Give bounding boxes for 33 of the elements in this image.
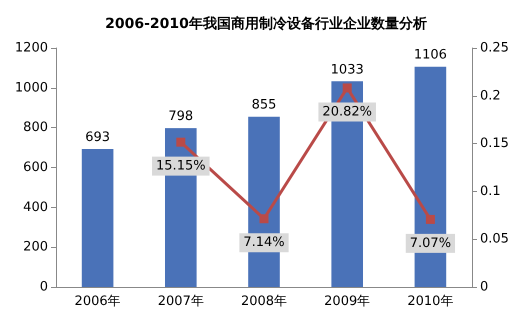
data-label: 693: [85, 130, 110, 145]
y2-tick-label: 0.05: [480, 232, 509, 247]
x-tick-label: 2009年: [324, 294, 370, 309]
data-label: 7.07%: [410, 236, 452, 251]
data-label: 855: [252, 98, 276, 113]
chart-title: 2006-2010年我国商用制冷设备行业企业数量分析: [105, 15, 427, 32]
y2-tick-label: 0.1: [480, 184, 501, 199]
y-tick-label: 800: [23, 120, 48, 136]
y2-tick-label: 0: [480, 280, 488, 294]
point: [426, 214, 435, 224]
y-tick-label: 1200: [14, 40, 48, 56]
x-tick-label: 2007年: [158, 294, 204, 309]
y2-tick-label: 0.15: [480, 136, 509, 152]
x-tick-label: 2008年: [240, 294, 288, 309]
y2-tick-label: 0.25: [480, 40, 509, 56]
y2-tick-label: 0.2: [480, 88, 501, 104]
data-label: 1106: [414, 48, 447, 63]
data-label: 7.14%: [243, 235, 285, 250]
data-label: 1033: [330, 62, 364, 78]
point: [260, 214, 268, 224]
y-tick-label: 1000: [14, 80, 48, 96]
data-label: 20.82%: [322, 104, 372, 120]
y-tick-label: 0: [40, 280, 48, 294]
x-tick-label: 2006年: [74, 294, 121, 309]
y-tick-label: 200: [23, 240, 48, 255]
point: [342, 83, 352, 92]
y-tick-label: 600: [23, 160, 48, 175]
data-label: 15.15%: [156, 158, 206, 174]
y-tick-label: 400: [23, 200, 48, 215]
x-tick-label: 2010年: [407, 294, 454, 309]
point: [176, 138, 186, 147]
bar: [82, 148, 114, 287]
data-label: 798: [168, 109, 194, 124]
